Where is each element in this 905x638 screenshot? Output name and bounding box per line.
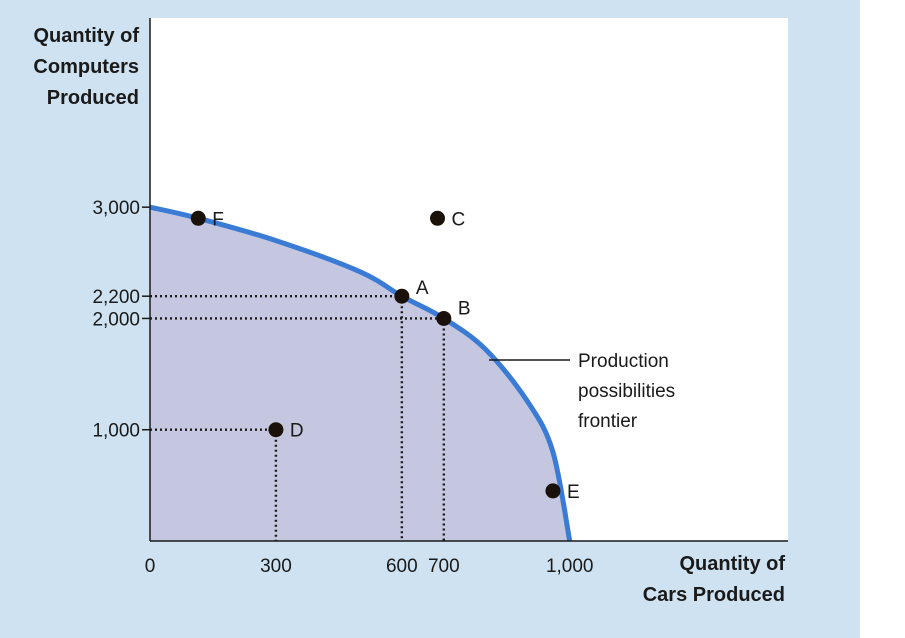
point-label-b: B [458,298,471,319]
feasible-region [150,207,570,541]
x-axis-title-line: Cars Produced [643,584,785,606]
point-label-d: D [290,421,304,442]
x-axis-title-line: Quantity of [679,553,785,575]
x-tick-label: 700 [428,556,460,577]
x-tick-label: 300 [260,556,292,577]
frontier-curve [149,204,573,542]
y-axis-title-line: Produced [47,87,139,109]
point-e [545,483,561,499]
data-points: F C A B D E [190,209,580,503]
x-tick-label: 1,000 [546,556,594,577]
dotted-guides [150,294,446,541]
y-tick-label: 1,000 [92,421,140,442]
point-f [190,210,206,226]
frontier-annotation: Production possibilities frontier [489,351,675,432]
point-label-c: C [452,209,466,230]
x-tick-labels: 0 300 600 700 1,000 [145,556,594,577]
y-axis-title: Quantity of Computers Produced [33,25,139,109]
axes [149,18,788,542]
x-tick-label: 0 [145,556,156,577]
point-b [436,310,452,326]
y-axis-title-line: Quantity of [33,25,139,47]
x-tick-label: 600 [386,556,418,577]
point-label-e: E [567,482,580,503]
point-d [268,422,284,438]
frontier-label-line: Production [578,351,669,372]
y-axis-title-line: Computers [33,56,139,78]
point-c [430,210,446,226]
frontier-label-line: frontier [578,411,638,432]
point-label-f: F [212,209,224,230]
point-a [394,288,410,304]
y-tick-label: 2,200 [92,287,140,308]
y-tick-label: 2,000 [92,309,140,330]
point-label-a: A [416,278,429,299]
x-axis-title: Quantity of Cars Produced [643,553,786,606]
y-tick-label: 3,000 [92,198,140,219]
chart-figure: 0 300 600 700 1,000 1,000 2,000 2,200 3,000 F C A… [0,0,860,638]
frontier-label-line: possibilities [578,381,675,402]
